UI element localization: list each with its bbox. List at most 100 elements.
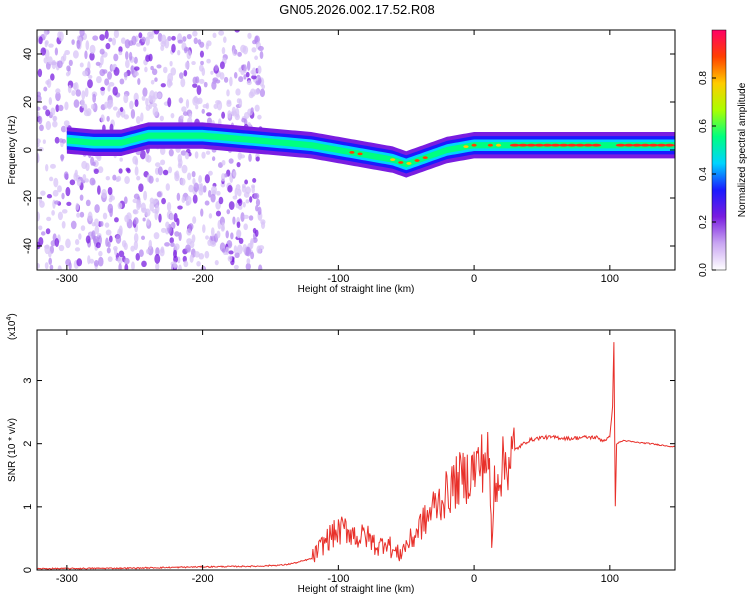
noise-speck	[81, 90, 86, 100]
noise-speck	[245, 71, 250, 78]
spectrogram-y-tick-label: 0	[22, 147, 34, 153]
noise-speck	[221, 222, 225, 231]
noise-speck	[232, 49, 238, 57]
noise-speck	[215, 210, 222, 217]
noise-speck	[94, 204, 100, 213]
noise-speck	[42, 139, 46, 144]
noise-speck	[204, 200, 210, 206]
spectrogram-ridge-layer	[66, 122, 675, 178]
ridge-peak	[471, 143, 477, 147]
noise-speck	[124, 263, 129, 270]
ridge-peak	[640, 143, 651, 147]
noise-speck	[38, 236, 44, 246]
ridge-peak	[463, 145, 469, 149]
noise-speck	[93, 218, 99, 228]
noise-speck	[184, 61, 190, 70]
noise-speck	[64, 101, 69, 111]
noise-speck	[37, 142, 40, 148]
noise-speck	[44, 40, 49, 45]
noise-speck	[228, 250, 234, 255]
noise-speck	[108, 37, 113, 42]
noise-speck	[90, 103, 95, 110]
noise-speck	[177, 49, 181, 56]
noise-speck	[50, 240, 56, 247]
noise-speck	[130, 245, 135, 252]
noise-speck	[74, 238, 80, 246]
noise-speck	[117, 202, 123, 210]
noise-speck	[45, 163, 49, 172]
noise-speck	[160, 159, 166, 166]
noise-speck	[210, 193, 216, 203]
noise-speck	[111, 37, 117, 46]
noise-speck	[253, 192, 260, 200]
noise-speck	[179, 72, 184, 79]
colorbar-tick-label: 0.2	[698, 215, 709, 229]
noise-speck	[257, 114, 262, 120]
noise-speck	[221, 47, 226, 55]
noise-speck	[254, 104, 260, 112]
noise-speck	[246, 258, 251, 265]
noise-speck	[236, 244, 243, 255]
noise-speck	[97, 185, 101, 195]
ridge-peak	[509, 143, 520, 147]
noise-speck	[195, 104, 199, 110]
noise-speck	[72, 50, 79, 59]
noise-speck	[178, 264, 182, 270]
noise-speck	[75, 202, 80, 211]
noise-speck	[198, 253, 205, 260]
noise-speck	[254, 88, 261, 95]
noise-speck	[58, 104, 64, 112]
noise-speck	[58, 31, 64, 42]
noise-speck	[182, 111, 189, 116]
noise-speck	[238, 237, 244, 244]
noise-speck	[130, 65, 134, 75]
noise-speck	[177, 205, 183, 210]
noise-speck	[47, 56, 53, 65]
noise-speck	[63, 171, 69, 180]
noise-speck	[147, 31, 153, 38]
noise-speck	[188, 113, 193, 119]
noise-speck	[104, 30, 109, 40]
noise-speck	[145, 152, 150, 162]
noise-speck	[158, 213, 162, 223]
noise-speck	[162, 169, 169, 176]
noise-speck	[134, 166, 139, 176]
noise-speck	[235, 88, 241, 96]
noise-speck	[192, 76, 198, 85]
noise-speck	[124, 39, 131, 49]
noise-speck	[135, 252, 140, 261]
noise-speck	[46, 78, 52, 89]
noise-speck	[85, 235, 91, 244]
noise-speck	[79, 30, 85, 37]
noise-speck	[104, 78, 110, 86]
noise-speck	[228, 201, 235, 210]
noise-speck	[223, 36, 227, 44]
noise-speck	[193, 95, 199, 104]
noise-speck	[204, 174, 210, 184]
noise-speck	[208, 170, 213, 176]
noise-speck	[125, 59, 130, 69]
noise-speck	[148, 175, 154, 184]
noise-speck	[40, 190, 46, 196]
spectrogram-x-tick-label: -100	[327, 273, 349, 285]
noise-speck	[155, 177, 160, 183]
noise-speck	[177, 256, 181, 264]
noise-speck	[146, 248, 150, 254]
noise-speck	[154, 77, 158, 82]
noise-speck	[165, 221, 170, 229]
noise-speck	[134, 99, 139, 107]
noise-speck	[118, 263, 122, 270]
noise-speck	[218, 196, 224, 205]
noise-speck	[143, 190, 148, 201]
noise-speck	[205, 42, 209, 50]
noise-speck	[108, 81, 115, 87]
noise-speck	[37, 138, 41, 144]
noise-speck	[232, 216, 236, 225]
snr-x-ticks: -300 -200 -100 0 100	[56, 330, 619, 585]
noise-speck	[169, 213, 174, 221]
noise-speck	[166, 202, 172, 212]
noise-speck	[227, 255, 233, 262]
noise-speck	[236, 161, 241, 168]
noise-speck	[145, 36, 150, 46]
